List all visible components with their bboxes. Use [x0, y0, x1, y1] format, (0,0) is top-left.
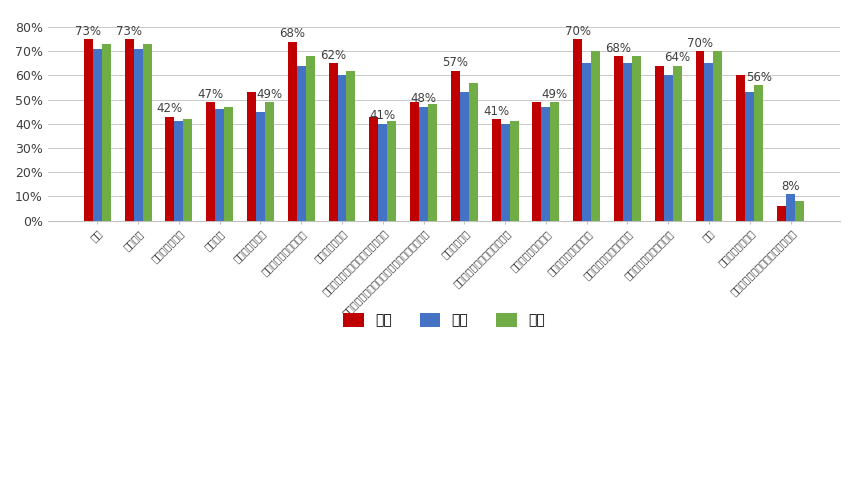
- Text: 49%: 49%: [542, 87, 568, 100]
- Bar: [451, 71, 460, 221]
- Text: 62%: 62%: [320, 49, 346, 62]
- Bar: [736, 75, 746, 221]
- Text: 41%: 41%: [369, 109, 396, 122]
- Text: 73%: 73%: [75, 25, 102, 38]
- Text: 56%: 56%: [746, 71, 772, 84]
- Bar: [143, 44, 151, 221]
- Bar: [93, 49, 102, 221]
- Text: 41%: 41%: [483, 104, 510, 117]
- Bar: [492, 119, 501, 221]
- Bar: [428, 104, 437, 221]
- Bar: [183, 119, 192, 221]
- Bar: [256, 112, 265, 221]
- Text: 70%: 70%: [564, 25, 591, 38]
- Bar: [614, 56, 623, 221]
- Bar: [410, 102, 419, 221]
- Bar: [655, 66, 663, 221]
- Legend: 女性, 男性, 総計: 女性, 男性, 総計: [338, 307, 551, 333]
- Bar: [591, 51, 600, 221]
- Bar: [338, 75, 346, 221]
- Bar: [573, 39, 582, 221]
- Bar: [328, 63, 338, 221]
- Bar: [369, 116, 378, 221]
- Bar: [215, 109, 224, 221]
- Text: 64%: 64%: [664, 51, 690, 64]
- Bar: [551, 102, 559, 221]
- Bar: [673, 66, 681, 221]
- Bar: [387, 121, 396, 221]
- Bar: [777, 206, 786, 221]
- Bar: [84, 39, 93, 221]
- Bar: [533, 102, 541, 221]
- Bar: [102, 44, 111, 221]
- Text: 42%: 42%: [156, 102, 183, 115]
- Bar: [541, 107, 551, 221]
- Bar: [746, 92, 754, 221]
- Bar: [663, 75, 673, 221]
- Bar: [695, 51, 705, 221]
- Bar: [297, 66, 306, 221]
- Bar: [795, 201, 804, 221]
- Bar: [206, 102, 215, 221]
- Bar: [165, 116, 174, 221]
- Bar: [705, 63, 713, 221]
- Text: 68%: 68%: [280, 27, 305, 40]
- Text: 47%: 47%: [198, 87, 224, 100]
- Bar: [133, 49, 143, 221]
- Bar: [224, 107, 233, 221]
- Bar: [632, 56, 641, 221]
- Bar: [754, 85, 764, 221]
- Bar: [713, 51, 722, 221]
- Text: 68%: 68%: [605, 42, 632, 55]
- Bar: [378, 124, 387, 221]
- Bar: [460, 92, 469, 221]
- Text: 8%: 8%: [781, 180, 799, 193]
- Bar: [786, 194, 795, 221]
- Bar: [501, 124, 510, 221]
- Bar: [346, 71, 356, 221]
- Bar: [510, 121, 518, 221]
- Bar: [265, 102, 274, 221]
- Text: 57%: 57%: [442, 56, 469, 69]
- Bar: [306, 56, 315, 221]
- Bar: [288, 42, 297, 221]
- Bar: [247, 92, 256, 221]
- Text: 73%: 73%: [116, 25, 142, 38]
- Bar: [582, 63, 591, 221]
- Text: 49%: 49%: [256, 87, 282, 100]
- Bar: [174, 121, 183, 221]
- Bar: [419, 107, 428, 221]
- Text: 70%: 70%: [687, 37, 713, 50]
- Bar: [469, 83, 478, 221]
- Bar: [125, 39, 133, 221]
- Bar: [623, 63, 632, 221]
- Text: 48%: 48%: [410, 92, 437, 105]
